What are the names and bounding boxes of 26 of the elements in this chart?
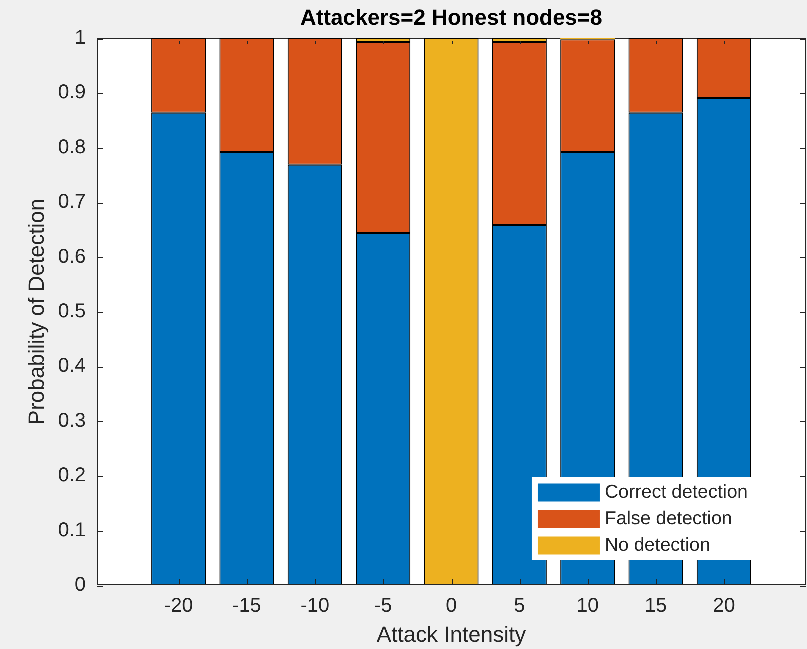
x-tick-label: 10	[576, 595, 599, 618]
y-tick-label: 0.8	[58, 136, 86, 158]
x-tick-label: 5	[514, 595, 526, 618]
x-tick-label: 20	[713, 595, 736, 618]
y-tick-label: 0.5	[58, 300, 86, 323]
chart-title: Attackers=2 Honest nodes=8	[300, 5, 603, 30]
y-tick-label: 0.6	[58, 246, 86, 268]
legend-label: No detection	[604, 534, 710, 555]
x-tick-label: -5	[374, 595, 392, 618]
y-tick-label: 0.2	[58, 464, 86, 487]
x-tick-label: 15	[644, 595, 668, 618]
y-tick-label: 0.3	[58, 410, 86, 432]
y-tick-label: 1	[74, 27, 86, 50]
y-tick-label: 0	[74, 574, 86, 596]
x-tick-label: -15	[232, 595, 262, 618]
x-tick-label: -20	[164, 595, 194, 618]
y-axis-title: Probability of Detection	[24, 198, 50, 426]
legend-label: False detection	[604, 507, 732, 528]
y-tick-label: 0.7	[58, 191, 86, 214]
x-tick-label: -10	[300, 595, 330, 618]
y-tick-label: 0.4	[58, 355, 86, 378]
x-axis-title: Attack Intensity	[376, 622, 526, 647]
x-tick-label: 0	[446, 595, 458, 618]
y-tick-label: 0.1	[58, 519, 86, 542]
y-tick-label: 0.9	[58, 82, 86, 104]
legend-label: Correct detection	[604, 480, 748, 502]
